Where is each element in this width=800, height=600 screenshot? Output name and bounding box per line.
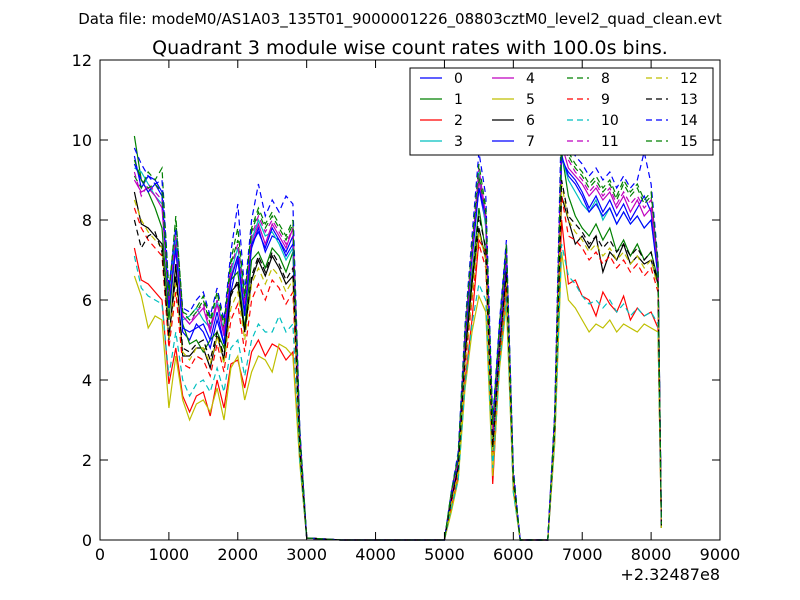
legend-label-7: 7 [526,134,535,150]
series-line-11 [133,127,662,541]
legend-label-1: 1 [454,92,463,108]
series-line-2 [133,219,662,541]
series-line-8 [133,139,662,541]
chart-title: Quadrant 3 module wise count rates with … [152,37,668,59]
x-tick-label: 0 [95,545,105,564]
legend-box [409,67,714,156]
x-tick-label: 2000 [217,545,258,564]
legend-label-14: 14 [680,113,698,129]
x-tick-label: 5000 [424,545,465,564]
legend-label-11: 11 [601,134,619,150]
y-tick-label: 4 [82,371,92,390]
legend-label-5: 5 [526,92,535,108]
legend-label-0: 0 [454,71,463,87]
legend-label-3: 3 [454,134,463,150]
y-tick-label: 2 [82,451,92,470]
x-tick-label: 8000 [631,545,672,564]
series-lines [133,107,662,541]
series-line-13 [133,179,662,541]
legend-label-2: 2 [454,113,463,129]
x-tick-label: 9000 [700,545,741,564]
legend-label-13: 13 [680,92,698,108]
y-tick-label: 12 [72,51,92,70]
series-line-9 [133,195,662,541]
x-offset-label: +2.32487e8 [620,565,720,584]
y-tick-label: 6 [82,291,92,310]
y-tick-label: 10 [72,131,92,150]
legend-label-9: 9 [601,92,610,108]
legend-label-15: 15 [680,134,698,150]
legend-label-8: 8 [601,71,610,87]
series-line-15 [133,131,662,541]
series-line-10 [133,243,662,541]
legend-label-4: 4 [526,71,535,87]
series-line-12 [133,183,662,541]
x-axis: 0 1000 2000 3000 4000 5000 6000 7000 8000 9000 [95,60,740,564]
x-tick-label: 4000 [355,545,396,564]
x-tick-label: 1000 [149,545,190,564]
suptitle: Data file: modeM0/AS1A03_135T01_90000012… [78,10,722,29]
legend-label-10: 10 [601,113,619,129]
x-tick-label: 3000 [286,545,327,564]
legend-label-6: 6 [526,113,535,129]
x-tick-label: 7000 [562,545,603,564]
y-tick-label: 8 [82,211,92,230]
y-tick-label: 0 [82,531,92,550]
x-tick-label: 6000 [493,545,534,564]
series-line-14 [133,107,662,541]
legend-label-12: 12 [680,71,698,87]
